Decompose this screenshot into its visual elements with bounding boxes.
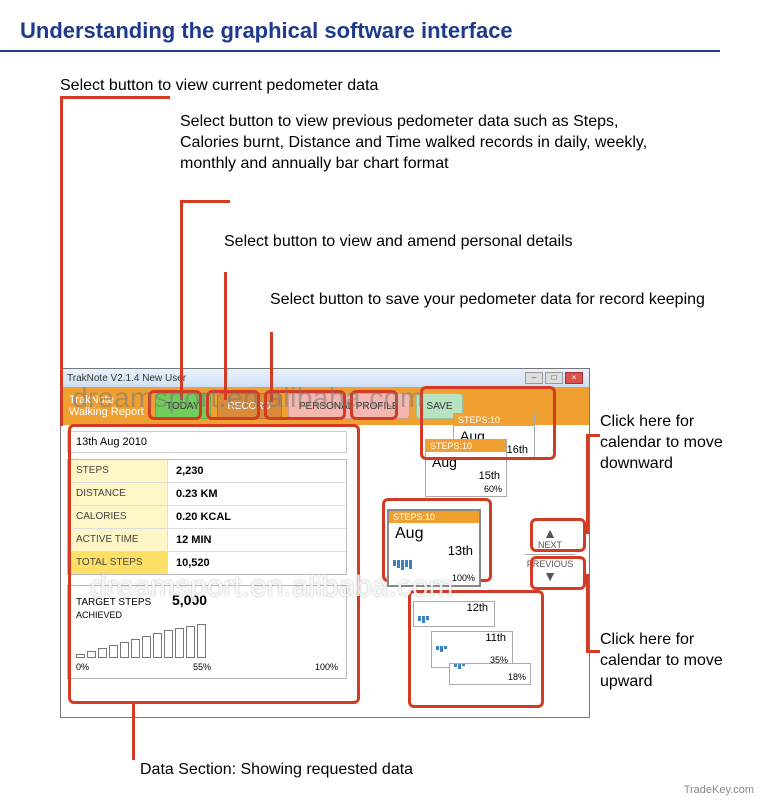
- brand: TrakNote Walking Report: [69, 394, 149, 418]
- cal-card-13-main[interactable]: STEPS:10 Aug 13th 100%: [387, 509, 481, 587]
- cal-steps-tag: STEPS:10: [454, 414, 534, 426]
- data-table: STEPS 2,230 DISTANCE 0.23 KM CALORIES 0.…: [67, 459, 347, 575]
- row-distance: DISTANCE 0.23 KM: [68, 483, 346, 506]
- value-distance: 0.23 KM: [168, 483, 346, 505]
- scale-mid: 55%: [193, 662, 211, 672]
- row-total-steps: TOTAL STEPS 10,520: [68, 552, 346, 574]
- value-steps: 2,230: [168, 460, 346, 482]
- window-titlebar: TrakNote V2.1.4 New User – □ ×: [61, 369, 589, 387]
- callout-save: Select button to save your pedometer dat…: [270, 290, 710, 311]
- content-area: 13th Aug 2010 STEPS 2,230 DISTANCE 0.23 …: [61, 425, 589, 717]
- window-title: TrakNote V2.1.4 New User: [67, 373, 186, 384]
- calendar-panel: STEPS:10 Aug 16th STEPS:10 Aug 15th 60% …: [353, 431, 583, 711]
- label-active-time: ACTIVE TIME: [68, 529, 168, 551]
- cal-bars: [414, 616, 494, 626]
- target-box: TARGET STEPS 5,000 ACHIEVED 0% 55% 100%: [67, 585, 347, 679]
- callout-data-section: Data Section: Showing requested data: [140, 760, 560, 781]
- cal-month: Aug: [389, 523, 479, 543]
- cal-bars: [432, 646, 512, 655]
- close-button[interactable]: ×: [565, 372, 583, 384]
- callout-profile: Select button to view and amend personal…: [224, 232, 664, 253]
- callout-cal-down: Click here for calendar to move downward: [600, 412, 750, 474]
- callout-today: Select button to view current pedometer …: [60, 76, 500, 97]
- window-controls: – □ ×: [525, 372, 583, 384]
- scale-100: 100%: [315, 662, 338, 672]
- cal-day-12: 12th: [414, 602, 494, 616]
- label-calories: CALORIES: [68, 506, 168, 528]
- row-active-time: ACTIVE TIME 12 MIN: [68, 529, 346, 552]
- nav-prev-icon[interactable]: ▼: [525, 569, 575, 583]
- target-label: TARGET STEPS: [76, 597, 151, 608]
- achieved-label: ACHIEVED: [76, 610, 338, 620]
- page-title: Understanding the graphical software int…: [0, 0, 720, 52]
- cal-card-12[interactable]: 12th: [413, 601, 495, 627]
- target-value: 5,000: [172, 592, 207, 608]
- row-calories: CALORIES 0.20 KCAL: [68, 506, 346, 529]
- tradekey-mark: TradeKey.com: [684, 784, 754, 796]
- cal-steps-tag: STEPS:10: [426, 440, 506, 452]
- value-total-steps: 10,520: [168, 552, 346, 574]
- cal-bars: [450, 664, 530, 672]
- cal-pct-18: 18%: [450, 672, 530, 684]
- scale-0: 0%: [76, 662, 89, 672]
- cal-pct-60: 60%: [426, 484, 506, 496]
- callout-record: Select button to view previous pedometer…: [180, 112, 680, 174]
- brand-line1: TrakNote: [69, 394, 149, 406]
- calendar-nav: ▲ NEXT PREVIOUS ▼: [525, 526, 575, 583]
- progress-scale: 0% 55% 100%: [76, 662, 338, 672]
- cal-card-10[interactable]: 18%: [449, 663, 531, 685]
- cal-bars: [389, 560, 479, 573]
- label-distance: DISTANCE: [68, 483, 168, 505]
- date-display: 13th Aug 2010: [67, 431, 347, 453]
- cal-day-11: 11th: [432, 632, 512, 646]
- nav-next-label: NEXT: [525, 540, 575, 550]
- row-steps: STEPS 2,230: [68, 460, 346, 483]
- callout-cal-up: Click here for calendar to move upward: [600, 630, 750, 692]
- label-total-steps: TOTAL STEPS: [68, 552, 168, 574]
- data-section: 13th Aug 2010 STEPS 2,230 DISTANCE 0.23 …: [67, 431, 347, 711]
- cal-day-13: 13th: [389, 543, 479, 560]
- cal-month: Aug: [426, 452, 506, 470]
- progress-bars: [76, 624, 338, 658]
- tab-record[interactable]: RECORD: [217, 393, 282, 419]
- app-window: TrakNote V2.1.4 New User – □ × TrakNote …: [60, 368, 590, 718]
- label-steps: STEPS: [68, 460, 168, 482]
- tab-today[interactable]: TODAY: [155, 393, 211, 419]
- maximize-button[interactable]: □: [545, 372, 563, 384]
- cal-card-15[interactable]: STEPS:10 Aug 15th 60%: [425, 439, 507, 497]
- value-calories: 0.20 KCAL: [168, 506, 346, 528]
- value-active-time: 12 MIN: [168, 529, 346, 551]
- nav-next-icon[interactable]: ▲: [525, 526, 575, 540]
- brand-line2: Walking Report: [69, 406, 149, 418]
- cal-day-15: 15th: [426, 470, 506, 484]
- cal-pct-100: 100%: [389, 573, 479, 585]
- tab-profile[interactable]: PERSONAL PROFILE: [288, 393, 410, 419]
- minimize-button[interactable]: –: [525, 372, 543, 384]
- cal-steps-tag: STEPS:10: [389, 511, 479, 523]
